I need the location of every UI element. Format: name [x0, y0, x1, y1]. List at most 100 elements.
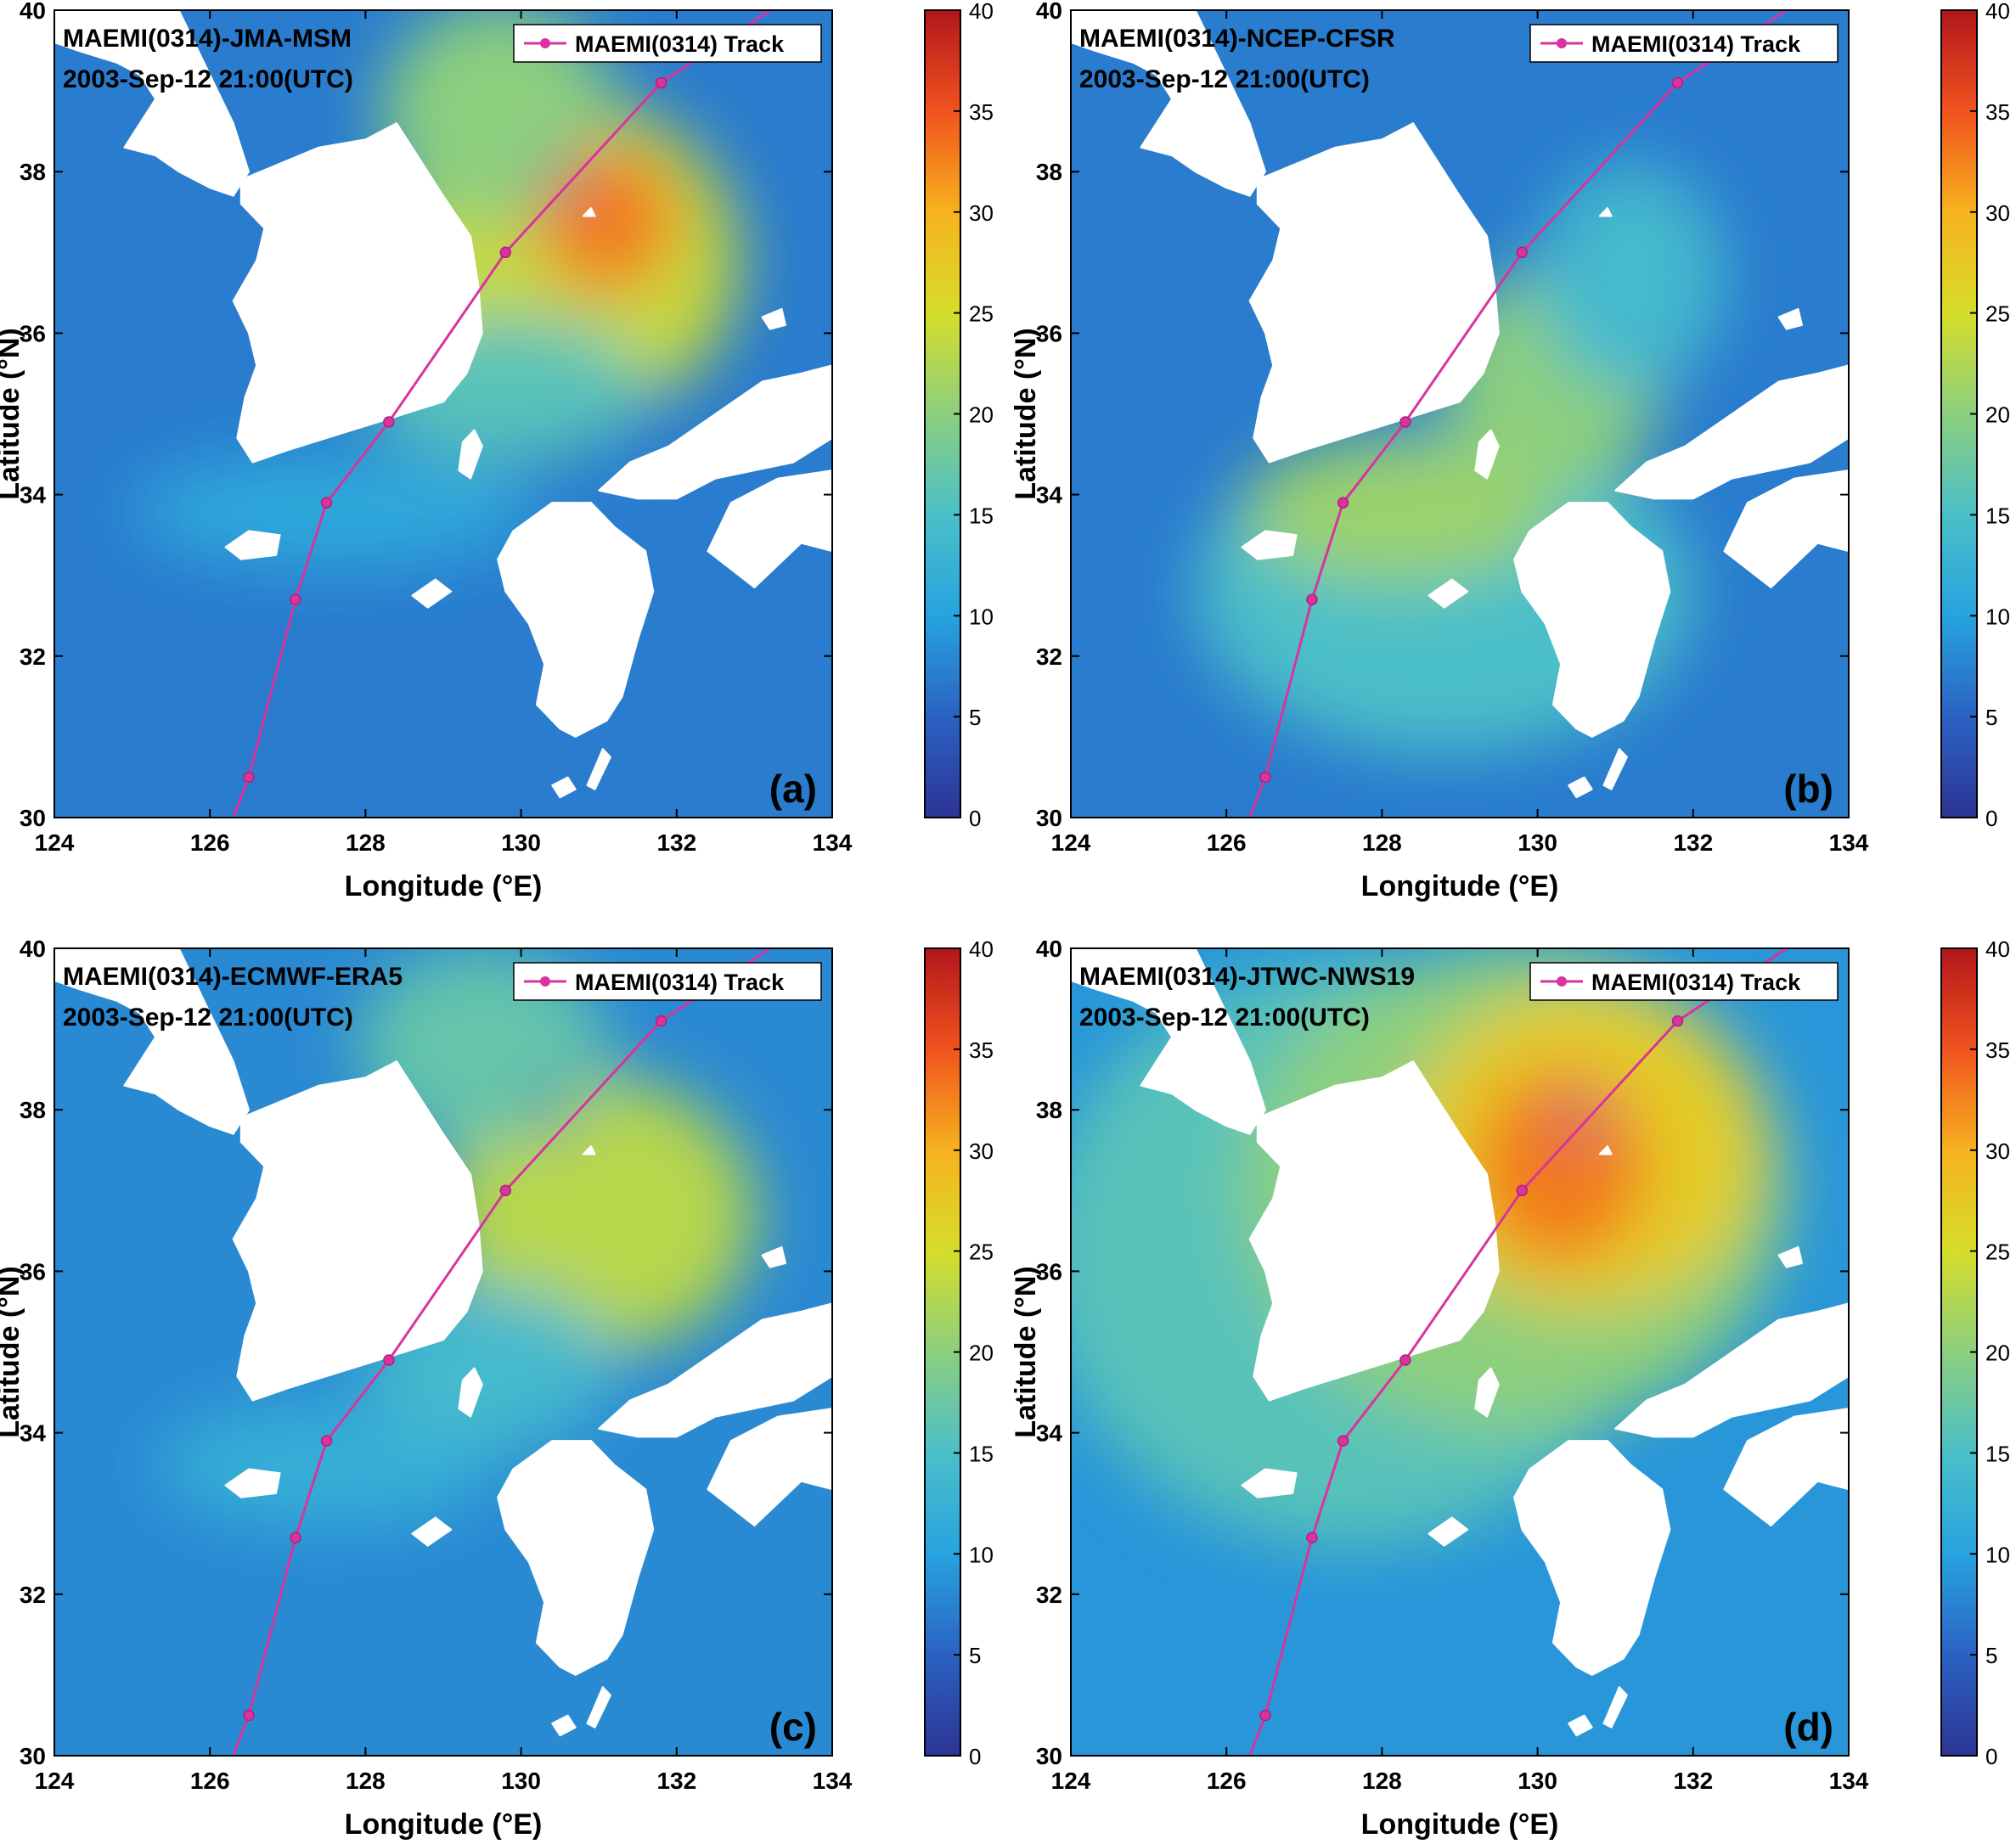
x-tick-label: 134 [813, 1768, 853, 1794]
track-marker [1259, 1709, 1271, 1722]
colorbar-tick-label: 20 [1985, 402, 2010, 428]
track [1248, 948, 1788, 1756]
wind-feature [1564, 1101, 1596, 1134]
y-axis: 30 32 34 36 38 40 Latitude (°N) [0, 0, 832, 831]
colorbar-tick-label: 15 [969, 1441, 994, 1466]
track-line [1248, 10, 1788, 818]
colorbar-tick-label: 40 [969, 936, 994, 962]
colorbar-tick-label: 25 [1985, 1240, 2010, 1265]
colorbar-tick-label: 10 [1985, 604, 2010, 629]
colorbar-tick-label: 5 [1985, 705, 1997, 730]
x-tick-label: 134 [813, 829, 853, 856]
track-marker [655, 1015, 667, 1027]
land-jeju [1241, 530, 1298, 560]
legend: MAEMI(0314) Track [513, 24, 822, 63]
legend-label: MAEMI(0314) Track [1591, 970, 1801, 995]
colorbar-tick-label: 40 [1985, 0, 2010, 24]
track-marker [1337, 497, 1349, 509]
land-shikoku [1723, 469, 1849, 588]
panel-title: MAEMI(0314)-JMA-MSM [63, 25, 352, 53]
colorbar-tick-label: 25 [969, 1240, 994, 1265]
x-tick-label: 126 [190, 1768, 230, 1794]
wind-feature [544, 163, 576, 196]
land-oki [761, 307, 786, 330]
x-tick-label: 128 [346, 1768, 386, 1794]
y-tick-label: 40 [20, 0, 46, 24]
panel-label: (b) [1783, 767, 1833, 811]
track [232, 948, 771, 1756]
panel-a: MAEMI(0314)-JMA-MSM 2003-Sep-12 21:00(UTC… [0, 0, 994, 902]
land-shikoku [707, 1408, 832, 1526]
land-honshu [598, 364, 832, 500]
legend-marker [1557, 38, 1567, 48]
land-goto [1428, 1516, 1469, 1547]
colorbar-tick-label: 5 [1985, 1643, 1997, 1668]
x-axis-label: Longitude (°E) [1361, 1808, 1559, 1841]
colorbar-tick-label: 25 [1985, 301, 2010, 327]
panel-timestamp: 2003-Sep-12 21:00(UTC) [63, 65, 353, 93]
track-marker [290, 593, 301, 605]
land-ulleung [582, 207, 596, 217]
land-yakushima [551, 776, 577, 799]
land-jeju [1241, 1468, 1298, 1498]
legend-marker [540, 976, 550, 987]
land-yakushima [551, 1714, 577, 1737]
x-tick-label: 128 [1362, 829, 1402, 856]
track-marker [320, 497, 333, 509]
x-tick-label: 124 [35, 829, 75, 856]
colorbar-tick-label: 15 [969, 503, 994, 528]
y-tick-label: 32 [1036, 1582, 1062, 1608]
track-marker [1516, 1184, 1529, 1197]
land-ulleung [582, 1145, 596, 1155]
legend-marker [540, 38, 550, 48]
plot-border [1070, 9, 1850, 818]
land-oki [1777, 1245, 1803, 1268]
y-tick-label: 36 [1036, 1258, 1062, 1285]
x-axis: 124 126 128 130 132 134 Longitude (°E) [35, 948, 853, 1841]
y-tick-label: 30 [1036, 1743, 1062, 1769]
legend-label: MAEMI(0314) Track [575, 970, 785, 995]
colorbar: 0 5 10 15 20 25 30 35 40 [1940, 0, 2010, 831]
land-china [54, 10, 250, 197]
land-tanegashima [1602, 1686, 1628, 1729]
track-marker [1337, 1435, 1349, 1447]
land-kyushu [1513, 1440, 1671, 1676]
panel-b: MAEMI(0314)-NCEP-CFSR 2003-Sep-12 21:00(U… [1010, 0, 2010, 902]
plot-border [53, 9, 833, 818]
panel-label: (c) [769, 1705, 817, 1749]
y-axis: 30 32 34 36 38 40 Latitude (°N) [1010, 0, 1849, 831]
land-jeju [224, 530, 281, 560]
y-tick-label: 38 [1036, 159, 1062, 185]
land-tsushima [458, 429, 483, 480]
land-kyushu [497, 1440, 655, 1676]
y-axis: 30 32 34 36 38 40 Latitude (°N) [0, 936, 832, 1769]
y-tick-label: 30 [1036, 805, 1062, 831]
land-kyushu [1513, 502, 1671, 738]
land-china [54, 948, 250, 1135]
colorbar-tick-label: 20 [1985, 1341, 2010, 1366]
x-tick-label: 132 [656, 1768, 696, 1794]
colorbar-tick-label: 0 [1985, 1744, 1997, 1769]
x-tick-label: 130 [501, 1768, 541, 1794]
panel-label: (a) [769, 767, 817, 811]
track-marker [1671, 1015, 1684, 1027]
plot-area [54, 948, 832, 1756]
colorbar-tick-label: 35 [969, 99, 994, 125]
y-tick-label: 34 [1036, 482, 1063, 509]
y-tick-label: 36 [1036, 320, 1062, 346]
land-masses [1071, 948, 1849, 1737]
colorbar-tick-label: 35 [1985, 99, 2010, 125]
colorbar-tick-label: 5 [969, 705, 981, 730]
track-marker [243, 1709, 255, 1722]
land-ulleung [1598, 207, 1613, 217]
land-tanegashima [1602, 748, 1628, 790]
legend: MAEMI(0314) Track [1529, 24, 1839, 63]
land-honshu [598, 1302, 832, 1438]
land-goto [411, 578, 453, 609]
x-tick-label: 130 [501, 829, 541, 856]
y-axis-label: Latitude (°N) [0, 328, 25, 499]
y-tick-label: 34 [1036, 1420, 1063, 1447]
x-axis: 124 126 128 130 132 134 Longitude (°E) [1051, 948, 1869, 1841]
x-tick-label: 132 [1673, 829, 1713, 856]
